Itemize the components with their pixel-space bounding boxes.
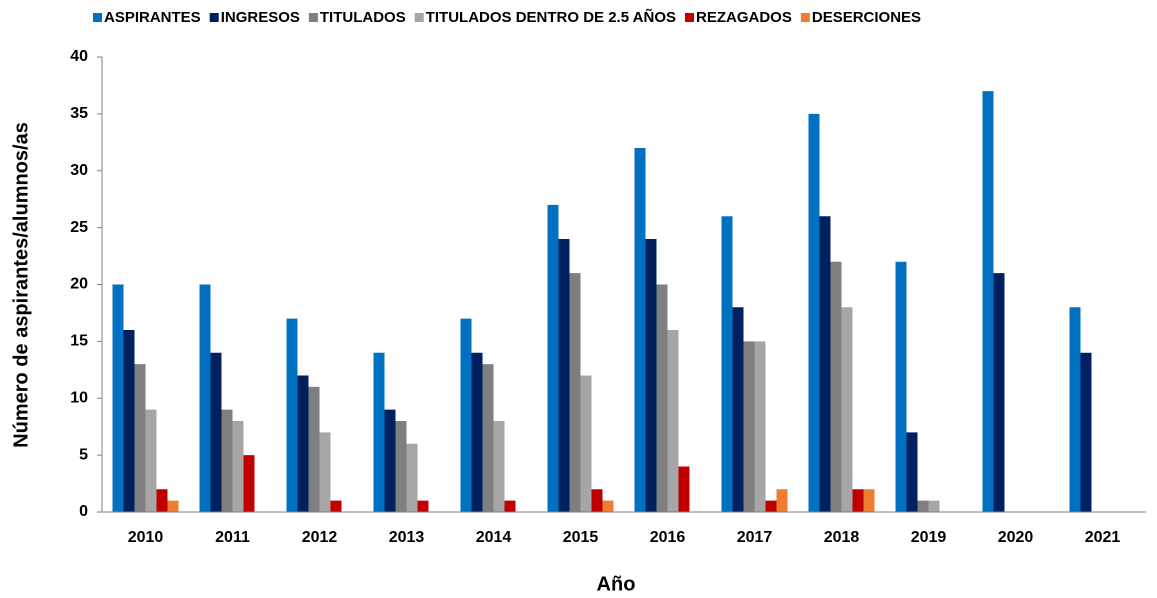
bar xyxy=(471,352,483,512)
bar xyxy=(145,409,157,512)
bar xyxy=(917,500,929,512)
bar xyxy=(297,375,309,512)
bar xyxy=(754,341,766,512)
bar xyxy=(808,113,820,512)
y-tick-label: 40 xyxy=(70,48,88,65)
bar xyxy=(819,216,831,512)
bar xyxy=(286,318,298,512)
bar xyxy=(134,364,146,512)
legend-swatch xyxy=(308,13,318,22)
bar xyxy=(504,500,516,512)
x-tick-label: 2012 xyxy=(302,529,338,546)
bar xyxy=(406,443,418,512)
bar xyxy=(308,386,320,512)
bar xyxy=(482,364,494,512)
bar xyxy=(199,284,211,512)
y-tick-label: 35 xyxy=(70,105,88,122)
legend-swatch xyxy=(209,13,219,22)
x-axis-title: Año xyxy=(597,573,636,595)
bar xyxy=(417,500,429,512)
legend-swatch xyxy=(800,13,810,22)
bar xyxy=(330,500,342,512)
x-tick-label: 2016 xyxy=(650,529,686,546)
legend-label: DESERCIONES xyxy=(812,9,921,26)
bar xyxy=(863,489,875,512)
bar xyxy=(645,239,657,512)
bar xyxy=(776,489,788,512)
bar xyxy=(493,421,505,512)
bar xyxy=(667,330,679,512)
x-tick-label: 2015 xyxy=(563,529,599,546)
bar xyxy=(232,421,244,512)
legend-label: REZAGADOS xyxy=(696,9,792,26)
bar xyxy=(167,500,179,512)
bar xyxy=(373,352,385,512)
bar xyxy=(830,261,842,512)
legend-swatch xyxy=(685,13,695,22)
bar xyxy=(112,284,124,512)
bar xyxy=(460,318,472,512)
x-tick-label: 2011 xyxy=(215,529,250,546)
bar xyxy=(906,432,918,512)
bar xyxy=(569,273,581,512)
bar xyxy=(243,455,255,512)
bar xyxy=(928,500,940,512)
x-tick-label: 2010 xyxy=(128,529,164,546)
y-tick-label: 10 xyxy=(70,389,88,406)
bar xyxy=(852,489,864,512)
x-tick-label: 2020 xyxy=(998,529,1034,546)
bar xyxy=(732,307,744,512)
x-tick-label: 2014 xyxy=(476,529,512,546)
bar xyxy=(384,409,396,512)
legend-label: TITULADOS DENTRO DE 2.5 AÑOS xyxy=(426,8,676,26)
bar xyxy=(210,352,222,512)
legend-swatch xyxy=(93,13,102,22)
x-tick-label: 2013 xyxy=(389,529,425,546)
x-tick-label: 2018 xyxy=(824,529,860,546)
bar xyxy=(1080,352,1092,512)
y-tick-label: 5 xyxy=(79,446,88,463)
y-axis-title: Número de aspirantes/alumnos/as xyxy=(10,122,32,448)
legend-label: ASPIRANTES xyxy=(104,9,201,26)
y-tick-label: 15 xyxy=(70,333,88,350)
bar xyxy=(656,284,668,512)
bar xyxy=(982,91,994,512)
bar xyxy=(765,500,777,512)
bar xyxy=(558,239,570,512)
bar xyxy=(221,409,233,512)
bar xyxy=(634,148,646,512)
legend-swatch xyxy=(414,13,424,22)
y-tick-label: 30 xyxy=(70,162,88,179)
bar xyxy=(678,466,690,512)
bar xyxy=(993,273,1005,512)
legend-label: INGRESOS xyxy=(221,9,300,26)
y-tick-label: 0 xyxy=(79,503,88,520)
bar xyxy=(156,489,168,512)
y-tick-label: 20 xyxy=(70,276,88,293)
bar xyxy=(591,489,603,512)
bar xyxy=(602,500,614,512)
bar xyxy=(395,421,407,512)
bar xyxy=(319,432,331,512)
bar xyxy=(580,375,592,512)
bar xyxy=(547,204,559,512)
y-tick-label: 25 xyxy=(70,219,88,236)
bar xyxy=(895,261,907,512)
x-tick-label: 2017 xyxy=(737,529,773,546)
bar xyxy=(841,307,853,512)
legend-label: TITULADOS xyxy=(320,9,406,26)
x-tick-label: 2021 xyxy=(1085,529,1121,546)
bar xyxy=(743,341,755,512)
x-tick-label: 2019 xyxy=(911,529,947,546)
bar xyxy=(721,216,733,512)
bar xyxy=(1069,307,1081,512)
bar xyxy=(123,330,135,512)
